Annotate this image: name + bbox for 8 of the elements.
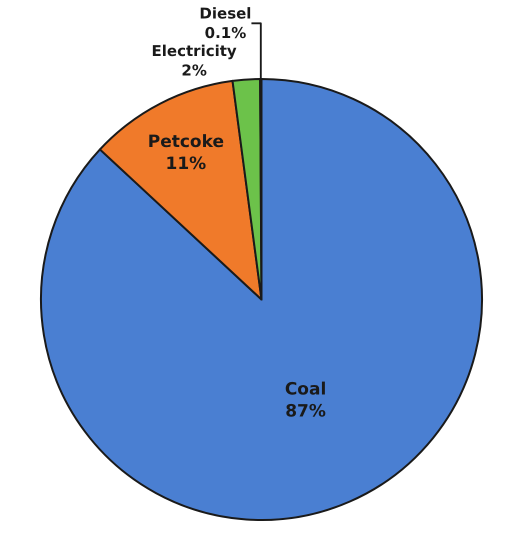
slice-label: Coal — [284, 380, 326, 400]
data-label: 87% — [285, 402, 326, 422]
data-label: 0.1% — [204, 24, 246, 42]
slice-label: Petcoke — [148, 132, 224, 152]
slice-label: Electricity — [152, 42, 237, 60]
data-label: 11% — [166, 154, 206, 174]
data-label: 2% — [181, 62, 207, 80]
slice-label: Diesel — [199, 4, 252, 23]
